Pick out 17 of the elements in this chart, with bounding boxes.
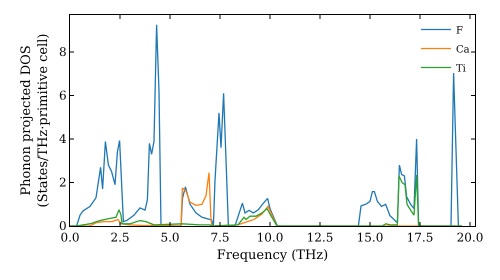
y-tick-label: 4 xyxy=(58,132,67,146)
x-tick-label: 12.5 xyxy=(306,230,334,244)
x-tick-label: 10.0 xyxy=(256,230,284,244)
y-tick-label: 8 xyxy=(58,45,67,60)
y-tick-label: 6 xyxy=(58,88,67,103)
x-tick-label: 15.0 xyxy=(356,230,384,244)
legend-label: Ca xyxy=(456,44,470,56)
x-tick-label: 17.5 xyxy=(406,230,434,244)
x-axis-title: Frequency (THz) xyxy=(216,248,328,263)
x-tick-label: 7.5 xyxy=(210,230,230,244)
y-axis-title: Phonon projected DOS (States/THz·primitive cell) xyxy=(19,33,51,208)
y-tick-label: 2 xyxy=(58,176,67,190)
x-tick-label: 2.5 xyxy=(110,230,130,244)
legend-label: F xyxy=(456,25,463,36)
x-tick-label: 20.0 xyxy=(456,230,484,244)
x-tick-label: 5.0 xyxy=(160,230,180,244)
legend-label: Ti xyxy=(456,63,466,74)
